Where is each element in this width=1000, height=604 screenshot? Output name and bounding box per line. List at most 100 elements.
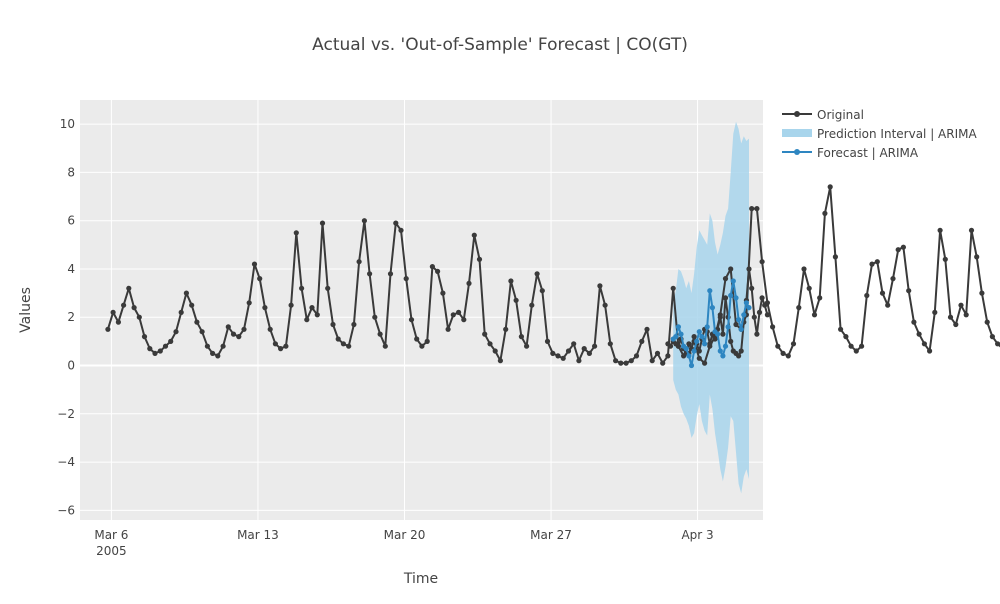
original-point xyxy=(162,343,169,349)
original-point xyxy=(503,326,509,332)
forecast-point xyxy=(746,305,752,311)
original-point xyxy=(906,288,912,294)
y-tick-label: 6 xyxy=(67,214,75,228)
original-point xyxy=(513,297,519,303)
forecast-point xyxy=(741,312,747,318)
original-point xyxy=(874,259,880,265)
original-point xyxy=(121,302,127,308)
original-point xyxy=(560,355,566,361)
original-point xyxy=(995,341,1000,347)
original-point xyxy=(372,314,378,320)
original-point xyxy=(382,343,388,349)
original-point xyxy=(762,302,768,308)
y-tick-label: 10 xyxy=(60,117,75,131)
forecast-point xyxy=(733,295,739,301)
original-point xyxy=(691,334,697,340)
original-point xyxy=(314,312,320,318)
original-point xyxy=(974,254,980,260)
original-point xyxy=(356,259,362,265)
original-point xyxy=(670,285,676,291)
original-point xyxy=(126,285,132,291)
grid-lines xyxy=(80,100,763,520)
original-point xyxy=(435,268,441,274)
original-point xyxy=(728,266,734,272)
original-point xyxy=(199,329,205,335)
original-point xyxy=(230,331,237,337)
original-point xyxy=(367,271,373,277)
original-point xyxy=(785,353,791,359)
x-axis-label: Time xyxy=(403,571,438,587)
original-point xyxy=(843,334,849,340)
original-point xyxy=(667,343,674,349)
forecast-point xyxy=(717,348,723,354)
original-point xyxy=(257,276,263,282)
legend-item-forecast[interactable]: Forecast | ARIMA xyxy=(782,146,919,160)
original-point xyxy=(581,346,587,352)
original-point xyxy=(105,326,111,332)
original-point xyxy=(408,317,415,323)
original-point xyxy=(487,341,493,347)
original-point xyxy=(450,312,456,318)
forecast-point xyxy=(683,346,689,352)
original-point xyxy=(654,350,661,356)
y-tick-label: −2 xyxy=(57,407,75,421)
original-point xyxy=(890,276,896,282)
forecast-point xyxy=(736,317,742,323)
forecast-point xyxy=(688,362,695,369)
original-point xyxy=(749,206,755,212)
original-point xyxy=(675,343,682,349)
original-point xyxy=(539,288,545,294)
original-point xyxy=(937,227,943,233)
original-point xyxy=(911,319,917,325)
original-point xyxy=(963,312,969,318)
original-point xyxy=(272,341,278,347)
original-point xyxy=(733,321,739,328)
original-point xyxy=(115,319,121,325)
original-point xyxy=(194,319,200,325)
original-point xyxy=(429,264,435,270)
original-point xyxy=(736,353,742,359)
legend[interactable]: Original Prediction Interval | ARIMA Forec… xyxy=(782,108,977,160)
original-point xyxy=(660,360,666,366)
original-point xyxy=(613,358,619,364)
original-point xyxy=(607,341,613,347)
original-point xyxy=(623,360,629,366)
original-point xyxy=(775,343,781,349)
original-point xyxy=(476,256,483,262)
original-point xyxy=(879,290,886,296)
original-point xyxy=(168,338,174,344)
original-point xyxy=(565,348,572,354)
original-point xyxy=(953,321,959,328)
original-point xyxy=(838,326,844,332)
original-point xyxy=(141,334,148,340)
legend-item-interval[interactable]: Prediction Interval | ARIMA xyxy=(782,127,977,141)
original-point xyxy=(555,353,561,359)
original-point xyxy=(152,350,158,356)
original-point xyxy=(984,319,990,325)
original-point xyxy=(173,329,179,335)
original-point xyxy=(288,302,294,308)
original-point xyxy=(989,334,996,340)
original-point xyxy=(325,285,331,291)
original-point xyxy=(419,343,425,349)
legend-label: Original xyxy=(817,108,864,122)
original-point xyxy=(586,350,593,356)
original-point xyxy=(759,259,765,265)
legend-item-original[interactable]: Original xyxy=(782,108,864,122)
original-point xyxy=(764,312,771,318)
original-point xyxy=(707,341,713,347)
original-point xyxy=(916,331,922,337)
original-point xyxy=(806,285,812,291)
original-point xyxy=(827,184,833,190)
forecast-point xyxy=(704,324,710,330)
original-point xyxy=(456,309,462,315)
original-point xyxy=(204,343,210,349)
original-point xyxy=(859,343,865,349)
original-point xyxy=(518,334,525,340)
original-point xyxy=(492,348,498,354)
original-point xyxy=(592,343,598,349)
original-series xyxy=(105,184,1000,366)
x-tick-label: Mar 27 xyxy=(530,528,572,542)
original-point xyxy=(225,324,231,330)
original-point xyxy=(131,305,137,311)
